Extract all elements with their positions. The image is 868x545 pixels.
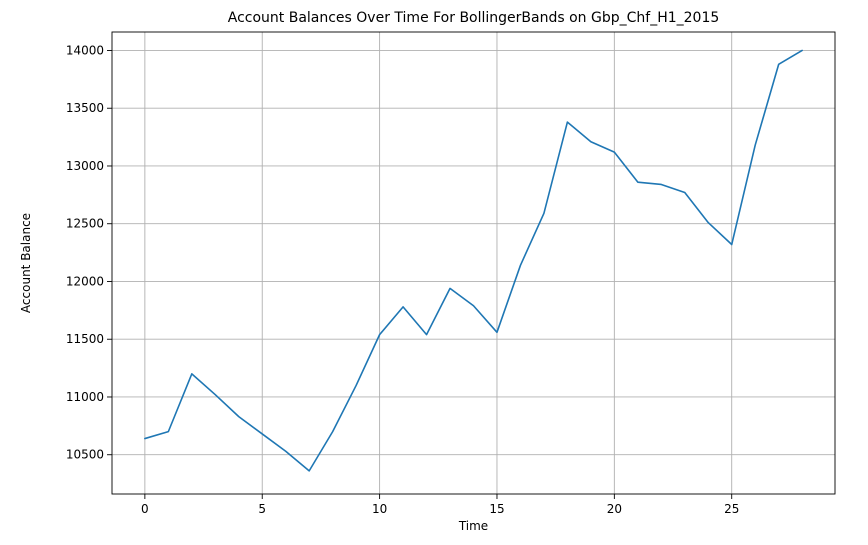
y-tick-label: 12000 [66, 274, 104, 288]
y-tick-label: 12500 [66, 217, 104, 231]
grid-lines [112, 32, 835, 494]
y-tick-label: 10500 [66, 448, 104, 462]
x-tick-label: 0 [141, 502, 149, 516]
y-tick-label: 11000 [66, 390, 104, 404]
x-tick-label: 25 [724, 502, 739, 516]
x-tick-label: 20 [607, 502, 622, 516]
x-axis-label: Time [458, 519, 488, 533]
y-axis-label: Account Balance [19, 213, 33, 313]
y-tick-label: 13500 [66, 101, 104, 115]
y-axis-ticks: 10500 11000 11500 12000 12500 13000 13500 14000 [66, 43, 112, 462]
x-axis-ticks: 0 5 10 15 20 25 [141, 494, 739, 516]
y-tick-label: 11500 [66, 332, 104, 346]
plot-frame [111, 31, 836, 495]
chart-title: Account Balances Over Time For Bollinger… [228, 10, 720, 26]
x-tick-label: 15 [489, 502, 504, 516]
balance-line [144, 49, 803, 472]
x-tick-label: 5 [258, 502, 266, 516]
y-tick-label: 13000 [66, 159, 104, 173]
series-group [144, 49, 803, 472]
y-tick-label: 14000 [66, 43, 104, 57]
x-tick-label: 10 [372, 502, 387, 516]
